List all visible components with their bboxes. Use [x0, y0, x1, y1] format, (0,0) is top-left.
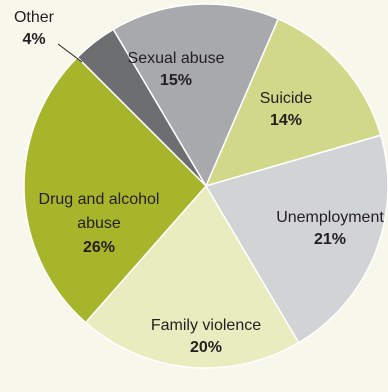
slice-value-drug-alcohol: 26%	[83, 239, 115, 256]
slice-value-suicide: 14%	[270, 112, 302, 129]
pie-slice-unemployment	[204, 134, 388, 344]
slice-value-family-violence: 20%	[190, 339, 222, 356]
pie-labels: Other 4% Sexual abuse 15% Suicide 14% Un…	[14, 9, 384, 356]
slice-label-unemployment: Unemployment	[276, 209, 384, 226]
pie-slice-family-violence	[84, 184, 300, 369]
slice-value-sexual-abuse: 15%	[160, 72, 192, 89]
slice-label-other: Other	[14, 9, 55, 26]
slice-label-drug-alcohol-line2: abuse	[77, 215, 121, 232]
slice-label-sexual-abuse: Sexual abuse	[128, 50, 225, 67]
slice-value-unemployment: 21%	[314, 231, 346, 248]
slice-label-drug-alcohol-line1: Drug and alcohol	[39, 191, 160, 208]
slice-label-family-violence: Family violence	[151, 317, 261, 334]
pie-slice-suicide	[204, 17, 382, 188]
pie-slice-sexual-abuse	[112, 3, 280, 188]
pie-slice-drug-and-alcohol-abuse	[23, 56, 208, 324]
slice-label-suicide: Suicide	[260, 90, 313, 107]
leader-line-other	[57, 43, 83, 63]
pie-slices	[23, 3, 388, 369]
slice-value-other: 4%	[22, 31, 45, 48]
